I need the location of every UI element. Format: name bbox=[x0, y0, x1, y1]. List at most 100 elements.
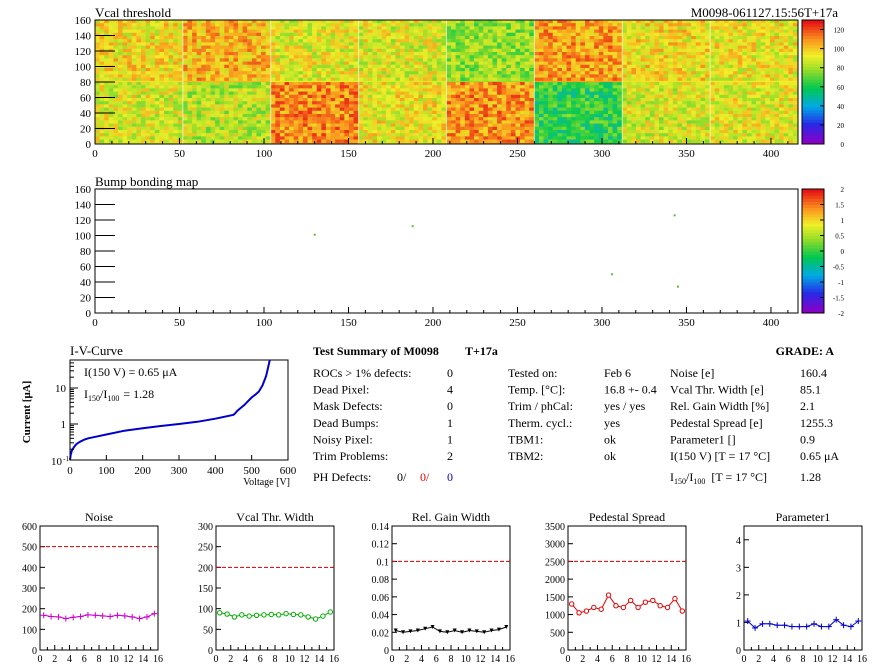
pixel-cell bbox=[691, 71, 696, 75]
pixel-cell bbox=[469, 133, 475, 137]
pixel-cell bbox=[377, 126, 382, 130]
pixel-cell bbox=[141, 104, 146, 108]
pixel-cell bbox=[141, 23, 146, 27]
pixel-cell bbox=[663, 48, 669, 52]
pixel-cell bbox=[168, 58, 174, 62]
pixel-cell bbox=[95, 48, 100, 52]
pixel-cell bbox=[307, 94, 313, 98]
pixel-cell bbox=[432, 82, 437, 86]
pixel-cell bbox=[104, 110, 109, 114]
pixel-cell bbox=[348, 123, 354, 127]
pixel-cell bbox=[427, 120, 433, 124]
pixel-cell bbox=[543, 58, 549, 62]
pixel-cell bbox=[122, 117, 128, 121]
pixel-cell bbox=[783, 32, 789, 36]
pixel-cell bbox=[390, 107, 396, 111]
pixel-cell bbox=[557, 32, 562, 36]
pixel-cell bbox=[612, 61, 618, 65]
pixel-cell bbox=[113, 94, 118, 98]
pixel-cell bbox=[316, 29, 322, 33]
pixel-cell bbox=[219, 126, 225, 130]
pixel-cell bbox=[177, 64, 183, 68]
pixel-cell bbox=[108, 26, 114, 30]
pixel-cell bbox=[765, 32, 770, 36]
pixel-cell bbox=[330, 36, 336, 40]
pixel-cell bbox=[113, 136, 118, 140]
pixel-cell bbox=[182, 120, 188, 124]
pixel-cell bbox=[284, 55, 290, 59]
pixel-cell bbox=[501, 85, 507, 89]
pixel-cell bbox=[529, 58, 534, 62]
pixel-cell bbox=[432, 107, 437, 111]
pixel-cell bbox=[640, 71, 646, 75]
pixel-cell bbox=[192, 61, 197, 65]
pixel-cell bbox=[150, 117, 155, 121]
pixel-cell bbox=[622, 26, 627, 30]
pixel-cell bbox=[372, 64, 378, 68]
pixel-cell bbox=[515, 42, 521, 46]
pixel-cell bbox=[99, 61, 105, 65]
pixel-cell bbox=[617, 20, 622, 24]
pixel-cell bbox=[196, 58, 202, 62]
pixel-cell bbox=[159, 117, 164, 121]
pixel-cell bbox=[561, 107, 567, 111]
pixel-cell bbox=[242, 104, 248, 108]
pixel-cell bbox=[279, 94, 285, 98]
pixel-cell bbox=[524, 58, 530, 62]
pixel-cell bbox=[95, 133, 100, 137]
pixel-cell bbox=[418, 91, 424, 95]
pixel-cell bbox=[141, 82, 146, 86]
pixel-cell bbox=[164, 94, 169, 98]
pixel-cell bbox=[779, 77, 784, 81]
pixel-cell bbox=[432, 20, 437, 24]
pixel-cell bbox=[538, 48, 544, 52]
pixel-cell bbox=[691, 32, 696, 36]
pixel-cell bbox=[228, 48, 234, 52]
pixel-cell bbox=[538, 139, 544, 143]
pixel-cell bbox=[182, 110, 188, 114]
pixel-cell bbox=[497, 74, 502, 78]
pixel-cell bbox=[607, 29, 613, 33]
pixel-cell bbox=[733, 71, 738, 75]
pixel-cell bbox=[289, 110, 294, 114]
pixel-cell bbox=[617, 61, 622, 65]
pixel-cell bbox=[210, 45, 216, 49]
pixel-cell bbox=[233, 77, 239, 81]
pixel-cell bbox=[141, 26, 146, 30]
pixel-cell bbox=[339, 91, 345, 95]
pixel-cell bbox=[598, 133, 604, 137]
pixel-cell bbox=[700, 48, 706, 52]
pixel-cell bbox=[436, 136, 442, 140]
pixel-cell bbox=[325, 107, 331, 111]
pixel-cell bbox=[330, 136, 336, 140]
pixel-cell bbox=[400, 136, 405, 140]
pixel-cell bbox=[210, 82, 216, 86]
pixel-cell bbox=[756, 36, 761, 40]
pixel-cell bbox=[177, 94, 183, 98]
pixel-cell bbox=[460, 133, 465, 137]
pixel-cell bbox=[510, 61, 516, 65]
pixel-cell bbox=[279, 88, 285, 92]
pixel-cell bbox=[108, 117, 114, 121]
pixel-cell bbox=[219, 88, 225, 92]
pixel-cell bbox=[154, 94, 160, 98]
pixel-cell bbox=[483, 77, 488, 81]
pixel-cell bbox=[594, 64, 599, 68]
pixel-cell bbox=[224, 91, 229, 95]
pixel-cell bbox=[575, 64, 581, 68]
pixel-cell bbox=[622, 64, 627, 68]
pixel-cell bbox=[520, 107, 525, 111]
pixel-cell bbox=[330, 32, 336, 36]
pixel-cell bbox=[524, 55, 530, 59]
pixel-cell bbox=[122, 91, 128, 95]
pixel-cell bbox=[251, 136, 257, 140]
pixel-cell bbox=[145, 136, 151, 140]
pixel-cell bbox=[487, 55, 493, 59]
pixel-cell bbox=[418, 32, 424, 36]
pixel-cell bbox=[173, 52, 178, 56]
pixel-cell bbox=[335, 48, 340, 52]
pixel-cell bbox=[321, 32, 326, 36]
pixel-cell bbox=[192, 110, 197, 114]
pixel-cell bbox=[307, 85, 313, 89]
pixel-cell bbox=[182, 48, 188, 52]
